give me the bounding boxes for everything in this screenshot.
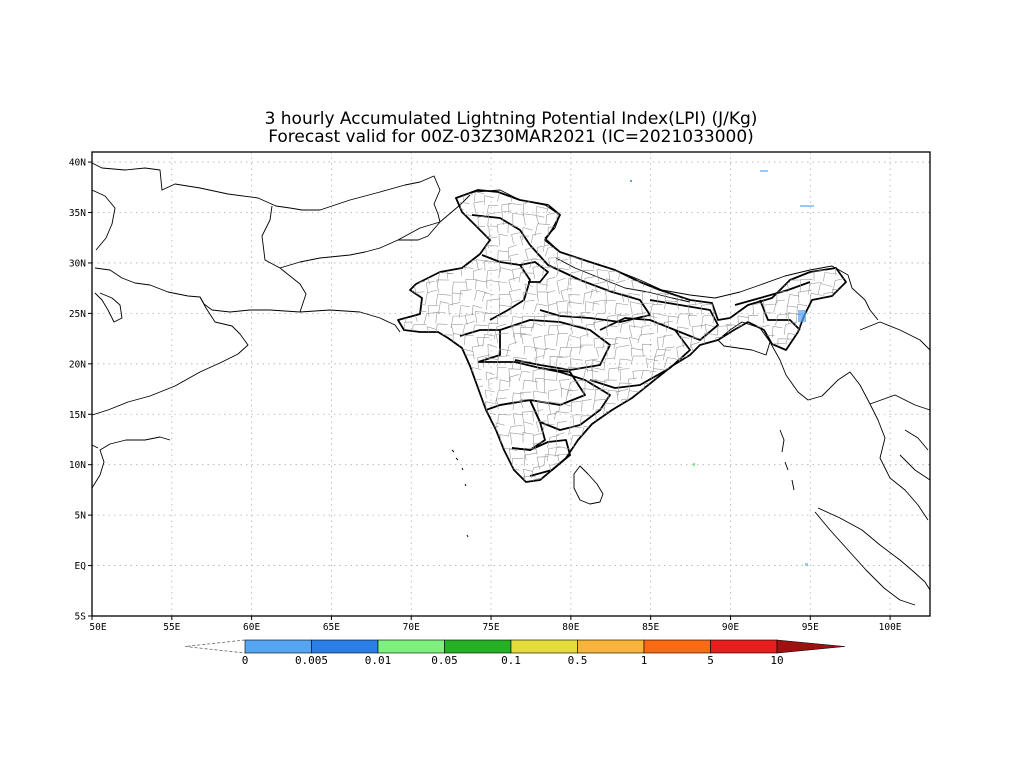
sri-lanka [573, 465, 604, 505]
nepal-border [555, 257, 691, 303]
somalia-coast [91, 436, 171, 489]
coastlines [91, 162, 931, 606]
colorbar: 0 0.005 0.01 0.05 0.1 0.5 1 5 10 [184, 639, 846, 667]
pakistan-border [279, 194, 471, 313]
lon-tick-label: 80E [562, 622, 579, 633]
thai-border [859, 321, 931, 411]
colorbar-segment-0 [244, 639, 312, 654]
lat-tick-label: 40N [69, 158, 86, 169]
latitude-ticks: 40N 35N 30N 25N 20N 15N 10N 5N EQ 5S [69, 158, 92, 623]
lon-tick-label: 75E [482, 622, 499, 633]
district-boundaries [398, 190, 846, 482]
district-lines [398, 190, 846, 482]
northeast-states [734, 281, 811, 331]
andaman-islands [779, 429, 795, 491]
colorbar-segment-3 [444, 639, 512, 654]
colorbar-label: 0.5 [568, 654, 588, 667]
colorbar-segment-6 [643, 639, 711, 654]
caspian-side [91, 189, 116, 251]
qatar [94, 292, 123, 323]
oman-tip [199, 296, 301, 313]
lat-tick-label: 10N [69, 460, 86, 471]
lat-tick-label: 15N [69, 410, 86, 421]
lon-tick-label: 70E [403, 622, 420, 633]
bihar-jharkhand [649, 299, 719, 341]
sumatra [817, 507, 931, 591]
myanmar-coast [769, 341, 929, 521]
gujarat-boundary [459, 329, 501, 363]
lpi-cell-2 [693, 463, 695, 466]
india-states [397, 189, 847, 483]
lon-tick-label: 95E [802, 622, 819, 633]
lon-tick-label: 90E [722, 622, 739, 633]
colorbar-label: 0.05 [431, 654, 458, 667]
lon-tick-label: 85E [642, 622, 659, 633]
lon-tick-label: 100E [879, 622, 902, 633]
map-frame [91, 151, 931, 617]
lon-tick-label: 60E [243, 622, 260, 633]
arabia-coast [91, 267, 249, 416]
colorbar-label: 5 [707, 654, 714, 667]
jk-boundary [471, 214, 531, 246]
map-panel: 50E 55E 60E 65E 70E 75E 80E 85E 90E 95E 100E 40N 35… [69, 151, 931, 633]
colorbar-label: 10 [770, 654, 783, 667]
lpi-cell-3 [630, 180, 632, 182]
lpi-cell-4 [760, 170, 768, 172]
lat-tick-label: 25N [69, 309, 86, 320]
bangladesh [717, 321, 771, 356]
title-line-1: 3 hourly Accumulated Lightning Potential… [265, 109, 758, 129]
colorbar-label: 0.005 [295, 654, 328, 667]
lat-tick-label: 5N [75, 511, 87, 522]
colorbar-segment-5 [577, 639, 645, 654]
lon-tick-label: 50E [89, 622, 106, 633]
title-line-2: Forecast valid for 00Z-03Z30MAR2021 (IC=… [268, 127, 754, 147]
colorbar-segment-4 [510, 639, 578, 654]
lpi-cell-1 [798, 310, 806, 322]
colorbar-segment-1 [311, 639, 379, 654]
colorbar-segment-2 [377, 639, 445, 654]
colorbar-label: 0.1 [501, 654, 521, 667]
punjab-rajasthan [481, 254, 531, 321]
pakistan-coast [299, 309, 401, 333]
sumatra-west [814, 511, 916, 606]
haryana-delhi [519, 261, 549, 283]
colorbar-extend-high [776, 639, 846, 654]
iran-pakistan-border [91, 162, 441, 269]
tamil-kerala [511, 439, 571, 477]
lon-tick-label: 65E [323, 622, 340, 633]
vietnam-coast [899, 429, 931, 481]
lat-tick-label: 5S [75, 612, 87, 623]
lat-tick-label: 35N [69, 208, 86, 219]
lon-tick-label: 55E [163, 622, 180, 633]
lakshadweep [451, 449, 469, 538]
colorbar-label: 0 [242, 654, 249, 667]
lat-tick-label: 30N [69, 258, 86, 269]
lpi-cell-6 [805, 563, 808, 566]
map-gridlines [92, 152, 930, 616]
colorbar-label: 0.01 [365, 654, 392, 667]
up-boundary [529, 244, 651, 323]
colorbar-extend-low [184, 639, 246, 654]
colorbar-segment-7 [710, 639, 778, 654]
lpi-speckles [630, 170, 814, 566]
lpi-cell-5 [800, 205, 814, 207]
mp-boundary [499, 319, 611, 371]
longitude-ticks: 50E 55E 60E 65E 70E 75E 80E 85E 90E 95E 100E [89, 616, 902, 633]
lat-tick-label: EQ [75, 561, 87, 572]
lat-tick-label: 20N [69, 359, 86, 370]
colorbar-label: 1 [641, 654, 648, 667]
